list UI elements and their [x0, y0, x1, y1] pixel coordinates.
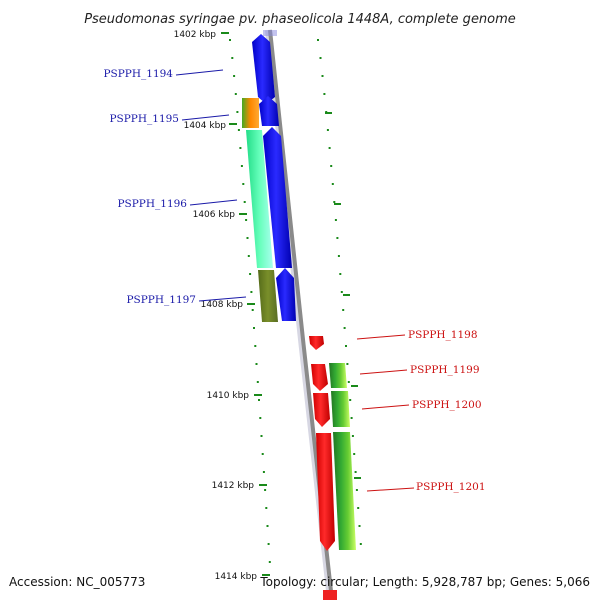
leader-line — [198, 296, 247, 302]
gene-label-1197[interactable]: PSPPH_1197 — [126, 294, 196, 306]
leader-line — [175, 69, 224, 76]
gene-feature-1197-inner[interactable] — [276, 268, 296, 321]
gene-feature-prev — [263, 30, 277, 36]
gene-feature-1197-outer[interactable] — [258, 270, 278, 322]
scale-labels: 1402 kbp 1404 kbp 1406 kbp 1408 kbp 1410… — [174, 30, 270, 582]
gene-feature-1198[interactable] — [309, 336, 324, 350]
reverse-strand-outer-track — [329, 363, 356, 550]
leader-line — [181, 114, 230, 121]
gene-feature-1201-outer[interactable] — [333, 432, 356, 550]
gene-feature-next — [323, 590, 337, 600]
scale-label-1406: 1406 kbp — [193, 210, 236, 220]
forward-strand-outer-track — [242, 98, 278, 322]
scale-ticks-left — [229, 39, 271, 563]
gene-labels-forward: PSPPH_1194 PSPPH_1195 PSPPH_1196 PSPPH_1… — [103, 68, 247, 306]
scale-label-1402: 1402 kbp — [174, 30, 217, 40]
scale-label-1412: 1412 kbp — [212, 481, 255, 491]
scale-label-1410: 1410 kbp — [207, 391, 250, 401]
gene-label-1200[interactable]: PSPPH_1200 — [412, 399, 482, 411]
gene-label-1201[interactable]: PSPPH_1201 — [416, 481, 486, 493]
gene-label-1198[interactable]: PSPPH_1198 — [408, 329, 478, 341]
gene-label-1196[interactable]: PSPPH_1196 — [117, 198, 187, 210]
gene-feature-1195-inner[interactable] — [259, 96, 279, 126]
leader-line — [361, 404, 410, 410]
gene-feature-1199[interactable] — [311, 364, 328, 391]
leader-line — [359, 369, 408, 375]
leader-line — [356, 334, 406, 340]
forward-strand-track — [252, 34, 296, 321]
gene-feature-1199-outer[interactable] — [329, 363, 347, 388]
scale-label-1408: 1408 kbp — [201, 300, 244, 310]
gene-feature-1200[interactable] — [313, 393, 330, 427]
gene-label-1195[interactable]: PSPPH_1195 — [109, 113, 179, 125]
scale-ticks-right-major — [325, 112, 361, 479]
gene-feature-1200-outer[interactable] — [331, 391, 350, 427]
gene-label-1194[interactable]: PSPPH_1194 — [103, 68, 173, 80]
genome-stats-text: Topology: circular; Length: 5,928,787 bp… — [259, 575, 590, 589]
map-title: Pseudomonas syringae pv. phaseolicola 14… — [84, 12, 516, 27]
gene-feature-1194[interactable] — [252, 34, 275, 104]
gene-feature-1195-outer[interactable] — [242, 98, 259, 128]
gene-feature-1196-outer[interactable] — [246, 130, 273, 268]
scale-label-1404: 1404 kbp — [184, 121, 227, 131]
reverse-strand-track — [263, 30, 337, 600]
gene-label-1199[interactable]: PSPPH_1199 — [410, 364, 480, 376]
gene-feature-1201[interactable] — [316, 433, 335, 551]
accession-text: Accession: NC_005773 — [9, 575, 145, 589]
gene-labels-reverse: PSPPH_1198 PSPPH_1199 PSPPH_1200 PSPPH_1… — [356, 329, 486, 493]
leader-line — [366, 487, 415, 492]
gene-feature-1196-inner[interactable] — [263, 127, 292, 268]
scale-label-1414: 1414 kbp — [215, 572, 258, 582]
leader-line — [189, 199, 238, 206]
scale-ticks-right — [317, 39, 362, 545]
